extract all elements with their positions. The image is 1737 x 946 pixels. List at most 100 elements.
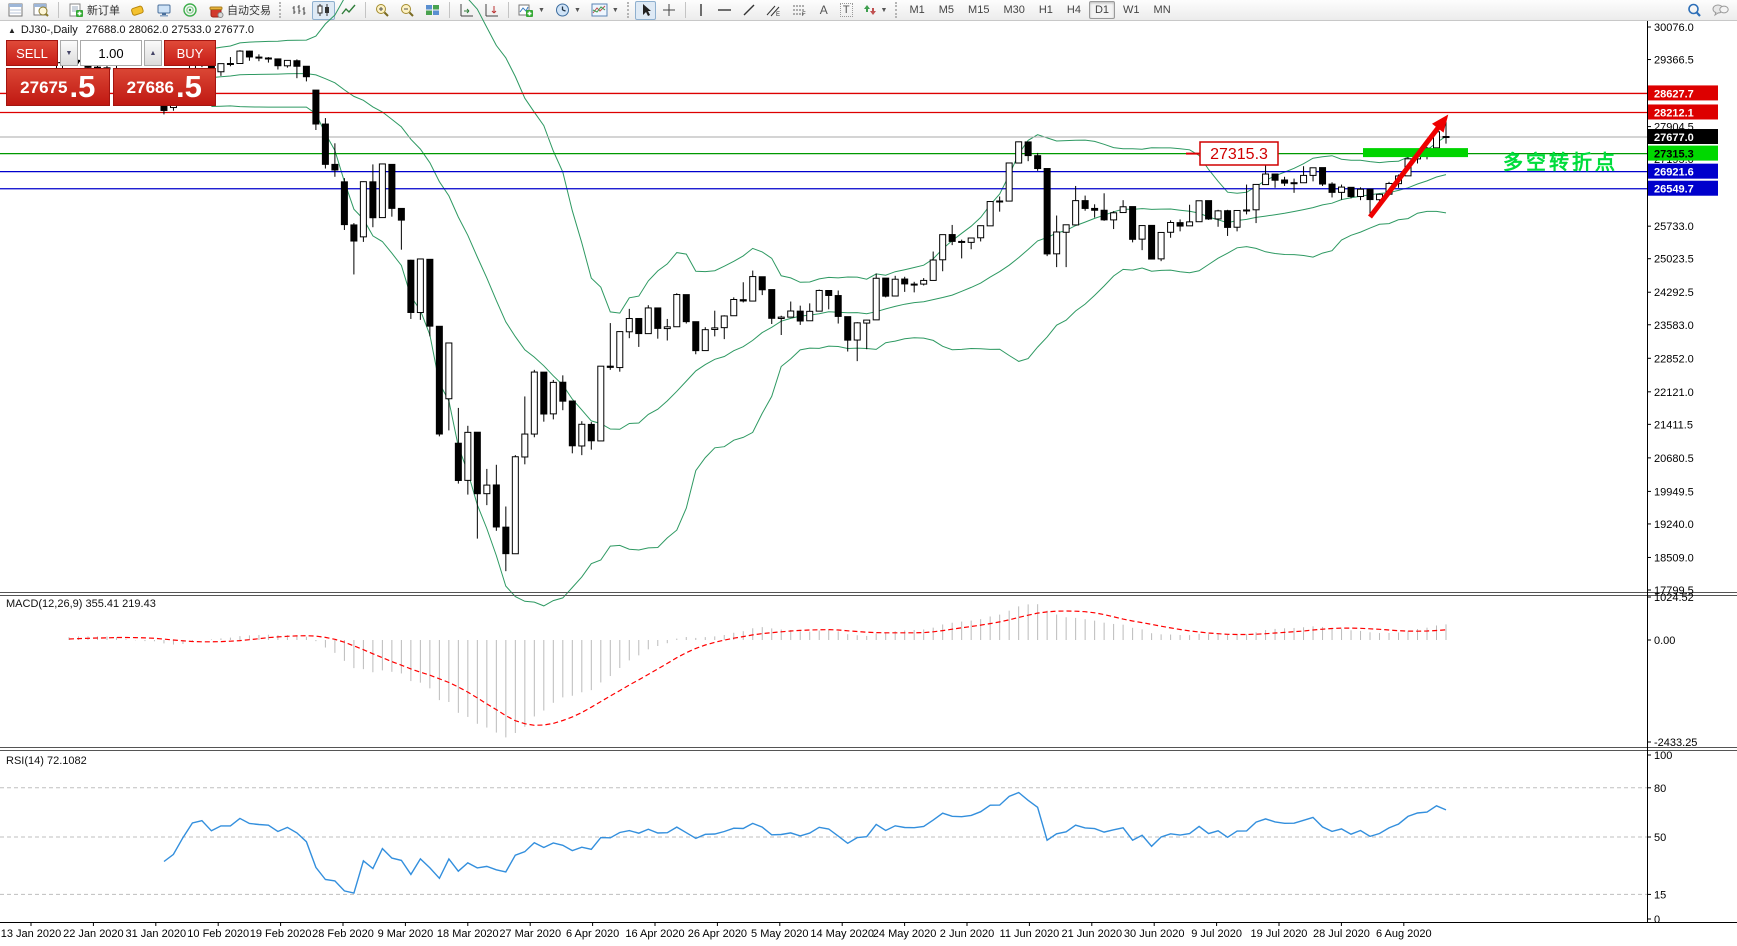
fibonacci-tool-icon: F	[792, 5, 806, 17]
candle-body	[796, 310, 804, 322]
autotrading-button[interactable]: 自动交易	[204, 1, 275, 20]
timeframe-m5[interactable]: M5	[938, 4, 955, 16]
price-callout-box[interactable]	[1199, 141, 1279, 166]
candle-chart-mode-button[interactable]	[312, 0, 335, 20]
price-tick-label: 18509.0	[1654, 552, 1694, 564]
volume-input[interactable]: 1.00	[80, 40, 142, 66]
candle-body	[435, 325, 443, 435]
candle-body	[1233, 209, 1241, 228]
candle-body	[1357, 188, 1365, 197]
timeframe-d1[interactable]: D1	[1088, 1, 1116, 19]
trendline-tool-button[interactable]	[738, 1, 760, 20]
fibonacci-tool-button[interactable]: F	[788, 1, 812, 20]
line-chart-mode-button[interactable]	[337, 1, 360, 20]
metaeditor-button[interactable]	[126, 1, 150, 20]
tile-windows-button[interactable]	[421, 1, 444, 20]
periods-button[interactable]: ▼	[551, 1, 585, 20]
price-tick-label: 25733.0	[1654, 221, 1694, 233]
data-window-button[interactable]	[29, 1, 53, 20]
add-indicator-caret: ▼	[538, 6, 545, 14]
community-button[interactable]	[1708, 1, 1733, 20]
candle-body	[920, 279, 928, 285]
symbol-period-label: DJ30-,Daily	[20, 24, 78, 36]
vline-tool-button[interactable]	[691, 1, 711, 20]
candle-body	[1243, 209, 1251, 212]
candle-body	[1119, 206, 1127, 214]
candle-body	[511, 456, 519, 555]
sell-price-display[interactable]: 27675.5	[6, 68, 110, 106]
candle-body	[255, 56, 263, 59]
signals-button[interactable]	[178, 1, 202, 20]
label-tool-button[interactable]: T	[836, 1, 857, 20]
cursor-icon	[642, 4, 651, 16]
hline-badge	[1648, 145, 1718, 161]
candle-body	[1262, 173, 1270, 186]
candle-body	[312, 89, 320, 125]
rsi-axis-label: 15	[1654, 889, 1666, 901]
volume-decrease-button[interactable]: ▼	[60, 40, 78, 66]
candle-body	[1338, 186, 1346, 193]
hline-badge-label: 26921.6	[1654, 167, 1694, 179]
price-tick-label: 20680.5	[1654, 453, 1694, 465]
bar-chart-icon	[292, 5, 306, 15]
new-order-button[interactable]: 新订单	[64, 1, 124, 20]
text-tool-button[interactable]: A	[814, 1, 834, 20]
candle-body	[1062, 224, 1070, 233]
candle-body	[901, 278, 909, 285]
rsi-indicator-label: RSI(14) 72.1082	[6, 755, 87, 767]
red-arrow-head	[1432, 114, 1449, 133]
hline-badge	[1648, 163, 1718, 179]
candle-body	[891, 278, 899, 297]
candle-body	[834, 295, 842, 317]
terminal-button[interactable]	[152, 1, 176, 20]
date-label: 13 Jan 2020	[1, 928, 62, 940]
chart-shift-button[interactable]	[455, 1, 478, 20]
templates-button[interactable]: ▼	[587, 1, 623, 20]
candle-body	[701, 329, 709, 352]
zoom-out-button[interactable]	[396, 1, 419, 20]
candle-body	[549, 381, 557, 415]
hline-badge-label: 26549.7	[1654, 184, 1694, 196]
timeframe-mn[interactable]: MN	[1153, 4, 1171, 16]
chat-bubbles-icon	[1712, 4, 1729, 17]
data-window-icon	[33, 3, 49, 17]
crosshair-icon	[662, 4, 675, 16]
timeframe-h4[interactable]: H4	[1066, 4, 1081, 16]
zoom-in-button[interactable]	[371, 1, 394, 20]
timeframe-h1[interactable]: H1	[1038, 4, 1053, 16]
buy-price-display[interactable]: 27686.5	[112, 68, 216, 106]
add-indicator-button[interactable]: ▼	[514, 1, 549, 20]
macd-axis-label: 1024.52	[1654, 592, 1694, 604]
green-trendline-object[interactable]	[1363, 148, 1468, 158]
search-button[interactable]	[1683, 1, 1706, 20]
candle-body	[1053, 231, 1061, 255]
auto-scroll-button[interactable]	[480, 1, 503, 20]
timeframe-m1[interactable]: M1	[909, 4, 925, 16]
channel-tool-button[interactable]: E	[762, 1, 786, 20]
timeframe-w1[interactable]: W1	[1123, 4, 1140, 16]
hline-badge	[1648, 104, 1718, 120]
candle-body	[929, 259, 937, 281]
rsi-value: 72.1082	[46, 755, 87, 767]
cursor-tool-button[interactable]	[634, 0, 656, 20]
candle-body	[1271, 173, 1279, 181]
bar-chart-mode-button[interactable]	[287, 1, 310, 20]
market-watch-button[interactable]	[4, 1, 27, 20]
collapse-triangle-icon[interactable]: ▲	[8, 26, 16, 35]
date-label: 22 Jan 2020	[63, 928, 124, 940]
candle-body	[644, 307, 652, 335]
volume-increase-button[interactable]: ▲	[144, 40, 162, 66]
macd-axis-label: 0.00	[1654, 635, 1675, 647]
buy-button[interactable]: BUY	[164, 40, 216, 66]
hline-tool-button[interactable]	[713, 1, 736, 20]
sell-button[interactable]: SELL	[6, 40, 58, 66]
candle-body	[445, 342, 453, 400]
timeframe-m15[interactable]: M15	[968, 4, 990, 16]
timeframe-m30[interactable]: M30	[1003, 4, 1025, 16]
hline-badge	[1648, 180, 1718, 196]
red-arrow-object[interactable]	[1368, 122, 1443, 219]
candle-body	[1281, 179, 1289, 184]
arrows-tool-button[interactable]: ▼	[859, 1, 892, 20]
crosshair-tool-button[interactable]	[658, 1, 680, 20]
